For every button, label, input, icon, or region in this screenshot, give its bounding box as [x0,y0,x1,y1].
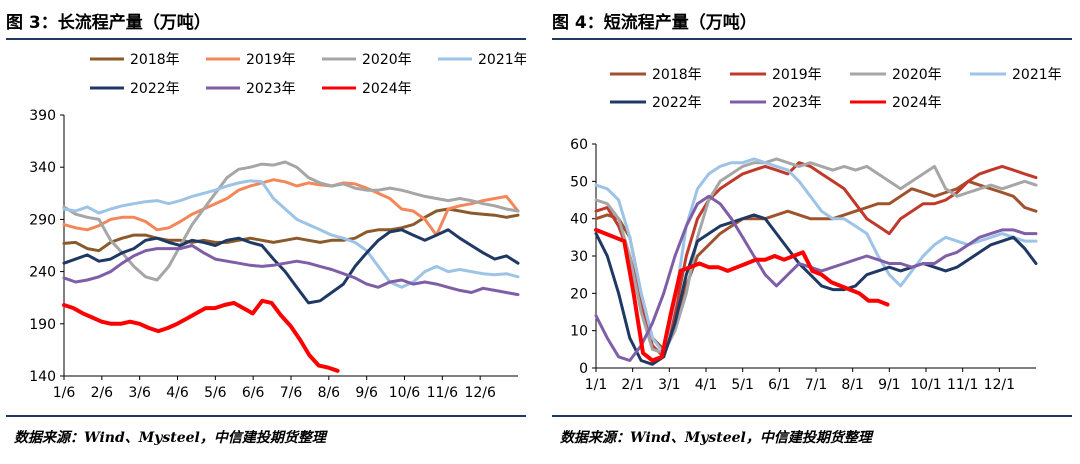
x-tick-label: 2/6 [91,385,114,401]
x-tick-label: 5/1 [731,377,754,393]
legend-label: 2022年 [130,81,180,97]
legend-item: 2021年 [970,67,1062,83]
series-line-2019 [594,161,1038,359]
y-tick-label: 340 [29,160,56,176]
legend-label: 2023年 [246,81,296,97]
chart-panel-left: 图 3：长流程产量（万吨） 2018年 2019年 2020年 2021年 2022年 2… [6,0,526,464]
legend-item: 2024年 [322,81,412,97]
x-tick-label: 12/1 [984,377,1015,393]
y-tick-label: 20 [570,286,588,302]
x-tick-label: 12/6 [464,385,496,401]
y-tick-label: 240 [29,265,56,281]
legend-item: 2018年 [90,52,180,68]
legend-label: 2020年 [892,67,942,83]
legend-label: 2018年 [652,67,702,83]
legend-label: 2021年 [1012,67,1062,83]
legend-label: 2018年 [130,52,180,68]
x-tick-label: 8/6 [318,385,341,401]
x-tick-label: 4/1 [695,377,718,393]
x-tick-label: 9/6 [355,385,378,401]
legend-label: 2023年 [772,95,822,111]
series-line-2023 [594,194,1038,362]
x-tick-label: 3/1 [658,377,681,393]
legend-item: 2020年 [322,52,412,68]
y-tick-label: 10 [570,324,588,340]
x-tick-label: 2/1 [621,377,644,393]
legend-item: 2021年 [438,52,526,68]
series-line-2023 [62,244,520,297]
y-tick-label: 50 [570,174,588,190]
series-line-2022 [62,228,520,305]
series-line-2019 [62,178,520,237]
legend-item: 2022年 [610,95,702,111]
x-tick-label: 4/6 [166,385,189,401]
legend-label: 2021年 [478,52,526,68]
legend-item: 2024年 [850,95,942,111]
x-tick-label: 8/1 [841,377,864,393]
series-line-2022 [594,213,1038,366]
figure-title: 图 3：长流程产量（万吨） [6,13,211,33]
x-tick-label: 10/6 [389,385,421,401]
legend-label: 2022年 [652,95,702,111]
x-tick-label: 7/6 [280,385,303,401]
title-rule [6,38,526,40]
legend-label: 2020年 [362,52,412,68]
x-tick-label: 11/1 [947,377,978,393]
series-line-2020 [62,160,520,282]
legend-item: 2019年 [206,52,296,68]
legend-item: 2018年 [610,67,702,83]
x-tick-label: 10/1 [910,377,941,393]
y-tick-label: 30 [570,249,588,265]
legend-label: 2024年 [892,95,942,111]
source-rule [552,415,1072,417]
x-tick-label: 5/6 [204,385,227,401]
x-tick-label: 11/6 [427,385,459,401]
x-tick-label: 7/1 [805,377,828,393]
y-tick-label: 40 [570,212,588,228]
x-tick-label: 1/1 [585,377,608,393]
y-tick-label: 140 [29,369,56,385]
y-tick-label: 390 [29,108,56,124]
series-line-2018 [594,179,1038,351]
figure-title: 图 4：短流程产量（万吨） [552,13,757,33]
legend-item: 2023年 [206,81,296,97]
legend-item: 2023年 [730,95,822,111]
series-line-2021 [594,157,1038,355]
source-note: 数据来源：Wind、Mysteel，中信建投期货整理 [14,430,326,446]
chart-panel-right: 图 4：短流程产量（万吨） 2018年 2019年 2020年 2021年 2022年 2… [552,0,1072,464]
x-tick-label: 6/6 [242,385,265,401]
legend-label: 2024年 [362,81,412,97]
series-line-2018 [62,207,520,253]
series-line-2024 [594,227,890,363]
legend-item: 2022年 [90,81,180,97]
y-tick-label: 290 [29,212,56,228]
x-tick-label: 9/1 [878,377,901,393]
legend-label: 2019年 [772,67,822,83]
legend-item: 2019年 [730,67,822,83]
legend-item: 2020年 [850,67,942,83]
x-tick-label: 6/1 [768,377,791,393]
source-note: 数据来源：Wind、Mysteel，中信建投期货整理 [560,430,872,446]
title-rule [552,38,1072,40]
x-tick-label: 1/6 [53,385,76,401]
y-tick-label: 0 [579,361,588,377]
legend: 2018年 2019年 2020年 2021年 2022年 2023年 2024年 [610,67,1062,111]
series-line-2020 [594,157,1038,355]
y-tick-label: 190 [29,317,56,333]
y-tick-label: 60 [570,137,588,153]
legend: 2018年 2019年 2020年 2021年 2022年 2023年 2024年 [90,52,526,97]
short-process-chart: 2018年 2019年 2020年 2021年 2022年 2023年 2024年 0 10 20… [570,67,1062,393]
series-line-2024 [62,298,340,373]
source-rule [6,415,526,417]
series-line-2021 [62,179,520,289]
long-process-chart: 2018年 2019年 2020年 2021年 2022年 2023年 2024年 140 19… [29,52,526,401]
legend-label: 2019年 [246,52,296,68]
x-tick-label: 3/6 [128,385,151,401]
